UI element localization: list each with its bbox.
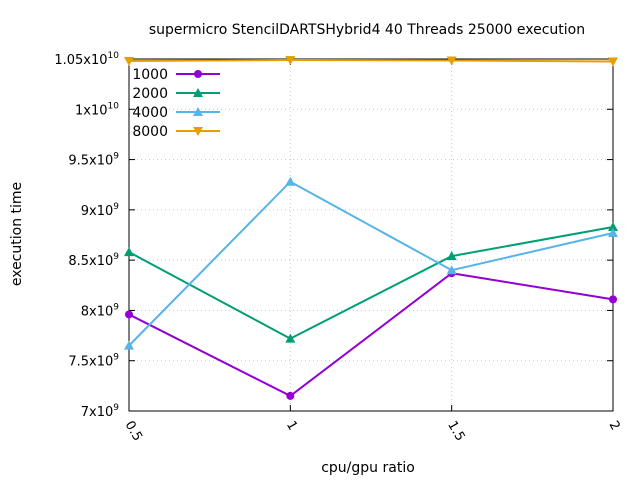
legend-item: 4000 bbox=[132, 105, 220, 121]
y-tick-label: 9.5x109 bbox=[68, 152, 119, 169]
legend-item: 1000 bbox=[132, 67, 220, 83]
data-point bbox=[193, 107, 203, 116]
data-point bbox=[194, 70, 202, 78]
y-tick-label: 1.05x1010 bbox=[54, 51, 119, 68]
data-point bbox=[609, 295, 617, 304]
legend-label: 2000 bbox=[132, 86, 168, 102]
y-tick-label: 1x1010 bbox=[75, 101, 119, 118]
data-point bbox=[125, 310, 133, 319]
series-8000 bbox=[124, 56, 618, 67]
data-point bbox=[193, 88, 203, 97]
data-point bbox=[446, 265, 457, 275]
data-point bbox=[608, 227, 618, 237]
series-layer bbox=[124, 56, 618, 400]
y-axis-title: execution time bbox=[9, 182, 25, 286]
data-point bbox=[608, 57, 618, 67]
chart-title: supermicro StencilDARTSHybrid4 40 Thread… bbox=[149, 22, 585, 38]
data-point bbox=[124, 57, 134, 67]
legend-label: 8000 bbox=[132, 124, 168, 140]
series-2000 bbox=[124, 221, 618, 343]
legend-item: 8000 bbox=[132, 124, 220, 140]
tick-labels: 7x109 7.5x109 8x109 8.5x109 9x109 9.5x109 1x10… bbox=[54, 51, 622, 444]
y-tick-label: 8.5x109 bbox=[68, 252, 119, 269]
y-tick-label: 8x109 bbox=[81, 302, 120, 319]
y-tick-label: 7.5x109 bbox=[68, 353, 119, 370]
data-point bbox=[193, 127, 203, 136]
data-point bbox=[608, 221, 618, 231]
data-point bbox=[124, 247, 134, 257]
series-line bbox=[128, 180, 614, 347]
y-tick-label: 9x109 bbox=[81, 202, 120, 219]
data-point bbox=[285, 56, 296, 66]
legend-item: 2000 bbox=[132, 86, 220, 102]
legend-label: 4000 bbox=[132, 105, 168, 121]
series-line bbox=[128, 59, 614, 63]
data-point bbox=[285, 176, 296, 186]
series-line bbox=[128, 272, 614, 398]
legend: 1000 2000 4000 8000 bbox=[132, 67, 220, 140]
series-line bbox=[128, 225, 614, 340]
x-tick-label: 1 bbox=[283, 419, 300, 434]
x-axis-title: cpu/gpu ratio bbox=[321, 460, 415, 476]
data-point bbox=[286, 391, 295, 400]
x-tick-label: 2 bbox=[606, 419, 623, 434]
data-point bbox=[446, 251, 457, 261]
x-tick-label: 0.5 bbox=[122, 419, 145, 444]
x-tick-label: 1.5 bbox=[444, 419, 467, 444]
data-point bbox=[446, 56, 457, 66]
series-1000 bbox=[125, 269, 617, 400]
legend-label: 1000 bbox=[132, 67, 168, 83]
data-point bbox=[285, 333, 296, 343]
y-tick-label: 7x109 bbox=[81, 403, 120, 420]
data-point bbox=[124, 340, 134, 350]
series-4000 bbox=[124, 176, 618, 350]
